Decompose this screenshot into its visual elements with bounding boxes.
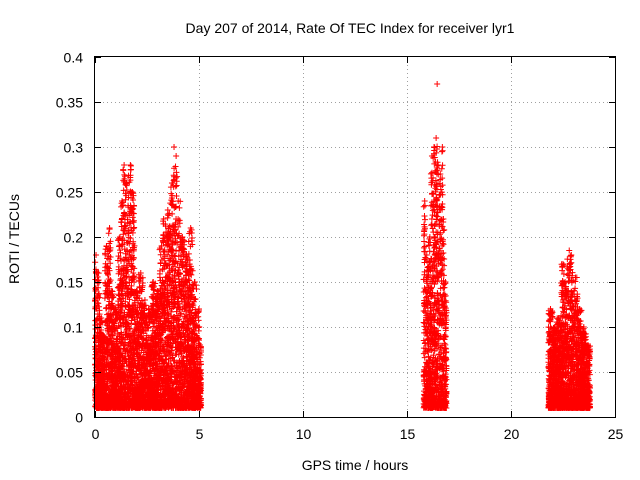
data-point <box>121 209 128 216</box>
data-point <box>175 351 182 358</box>
data-points <box>92 81 594 411</box>
grid-lines <box>95 57 615 417</box>
data-point <box>122 190 129 197</box>
data-point <box>173 308 180 315</box>
data-point <box>168 305 175 312</box>
data-point <box>176 204 183 211</box>
data-point <box>171 165 178 172</box>
data-point <box>130 355 137 362</box>
data-point <box>182 259 189 266</box>
data-point <box>172 204 179 211</box>
